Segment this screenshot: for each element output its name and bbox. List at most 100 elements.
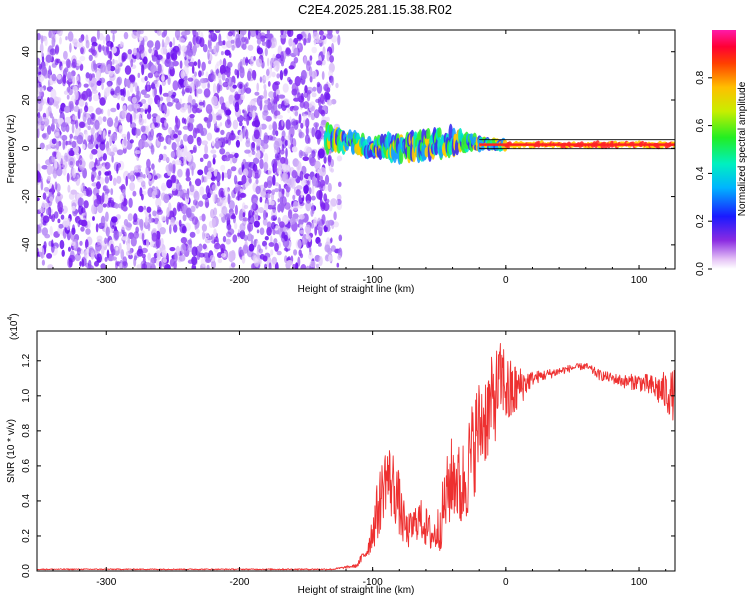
noise-speckle <box>321 71 325 80</box>
noise-speckle <box>37 197 40 202</box>
noise-speckle <box>187 104 191 114</box>
noise-speckle <box>266 226 272 236</box>
noise-speckle <box>106 117 114 128</box>
noise-speckle <box>318 96 322 107</box>
noise-speckle <box>333 221 339 228</box>
noise-speckle <box>263 132 268 142</box>
noise-speckle <box>227 76 233 87</box>
noise-speckle <box>215 140 222 148</box>
y-tick-label: -40 <box>21 237 32 252</box>
noise-speckle <box>39 142 45 150</box>
noise-speckle <box>211 74 216 80</box>
noise-speckle <box>55 104 59 109</box>
noise-speckle <box>219 148 226 155</box>
noise-speckle <box>335 30 340 35</box>
y-tick-label: 0.6 <box>21 459 32 473</box>
noise-speckle <box>86 220 91 230</box>
noise-speckle <box>97 203 104 214</box>
noise-speckle <box>303 184 309 195</box>
noise-speckle <box>222 40 226 46</box>
noise-speckle <box>330 245 336 252</box>
noise-speckle <box>237 232 241 237</box>
noise-speckle <box>168 127 173 135</box>
noise-speckle <box>208 34 213 39</box>
noise-speckle <box>232 30 236 37</box>
noise-speckle <box>202 100 206 108</box>
noise-speckle <box>273 161 277 173</box>
noise-speckle <box>198 70 202 78</box>
noise-speckle <box>199 157 204 162</box>
noise-speckle <box>95 144 99 150</box>
noise-speckle <box>78 204 84 215</box>
noise-speckle <box>71 123 75 134</box>
noise-speckle <box>71 140 77 148</box>
noise-speckle <box>70 189 77 195</box>
noise-speckle <box>90 127 95 135</box>
noise-speckle <box>127 96 133 102</box>
x-tick-label: -100 <box>363 577 383 588</box>
noise-speckle <box>305 200 312 212</box>
noise-speckle <box>211 184 218 191</box>
noise-speckle <box>307 137 311 144</box>
noise-speckle <box>195 36 202 45</box>
noise-speckle <box>194 178 202 187</box>
noise-speckle <box>213 207 218 216</box>
noise-speckle <box>158 103 165 112</box>
noise-speckle <box>212 156 216 165</box>
noise-speckle <box>38 227 42 234</box>
noise-speckle <box>311 150 316 159</box>
noise-speckle <box>111 155 114 163</box>
noise-speckle <box>179 60 183 69</box>
noise-speckle <box>74 90 77 96</box>
noise-speckle <box>218 84 223 92</box>
noise-speckle <box>170 48 177 60</box>
noise-speckle <box>280 30 284 36</box>
noise-speckle <box>177 79 183 90</box>
noise-speckle <box>215 42 220 53</box>
noise-speckle <box>65 58 71 69</box>
noise-speckle <box>192 146 197 153</box>
noise-speckle <box>114 59 118 64</box>
noise-speckle <box>246 233 253 242</box>
noise-speckle <box>133 103 141 109</box>
noise-speckle <box>284 202 291 210</box>
noise-speckle <box>281 119 284 127</box>
noise-speckle <box>156 115 161 123</box>
noise-speckle <box>306 91 311 102</box>
noise-speckle <box>256 38 262 45</box>
noise-speckle <box>162 258 167 263</box>
noise-speckle <box>168 61 175 70</box>
noise-speckle <box>114 117 118 123</box>
noise-speckle <box>104 256 108 262</box>
noise-speckle <box>91 89 98 94</box>
noise-speckle <box>126 112 132 123</box>
noise-speckle <box>278 202 285 212</box>
noise-speckle <box>191 165 194 176</box>
noise-speckle <box>324 244 331 253</box>
noise-speckle <box>299 229 305 234</box>
noise-speckle <box>41 133 47 138</box>
noise-speckle <box>256 82 260 92</box>
noise-speckle <box>161 249 167 258</box>
noise-speckle <box>184 87 190 93</box>
noise-speckle <box>217 258 223 264</box>
noise-speckle <box>128 254 133 260</box>
noise-speckle <box>116 175 122 184</box>
noise-speckle <box>298 218 304 226</box>
noise-speckle <box>136 164 142 169</box>
noise-speckle <box>105 226 110 237</box>
noise-speckle <box>192 30 197 37</box>
noise-speckle <box>44 233 51 239</box>
noise-speckle <box>129 139 134 144</box>
noise-speckle <box>271 189 275 196</box>
noise-speckle <box>99 177 105 185</box>
noise-speckle <box>199 186 205 196</box>
noise-speckle <box>316 190 323 200</box>
noise-speckle <box>71 58 77 68</box>
noise-speckle <box>312 31 319 40</box>
noise-speckle <box>180 148 187 157</box>
noise-speckle <box>304 85 308 94</box>
noise-speckle <box>47 175 51 182</box>
noise-speckle <box>58 153 62 163</box>
noise-speckle <box>187 134 194 145</box>
